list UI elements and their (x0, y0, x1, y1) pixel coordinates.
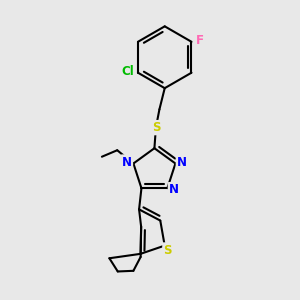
Text: Cl: Cl (121, 65, 134, 78)
Text: S: S (164, 244, 172, 256)
Text: F: F (196, 34, 204, 47)
Text: N: N (122, 155, 132, 169)
Text: N: N (177, 155, 187, 169)
Text: N: N (169, 183, 179, 196)
Text: S: S (152, 121, 160, 134)
